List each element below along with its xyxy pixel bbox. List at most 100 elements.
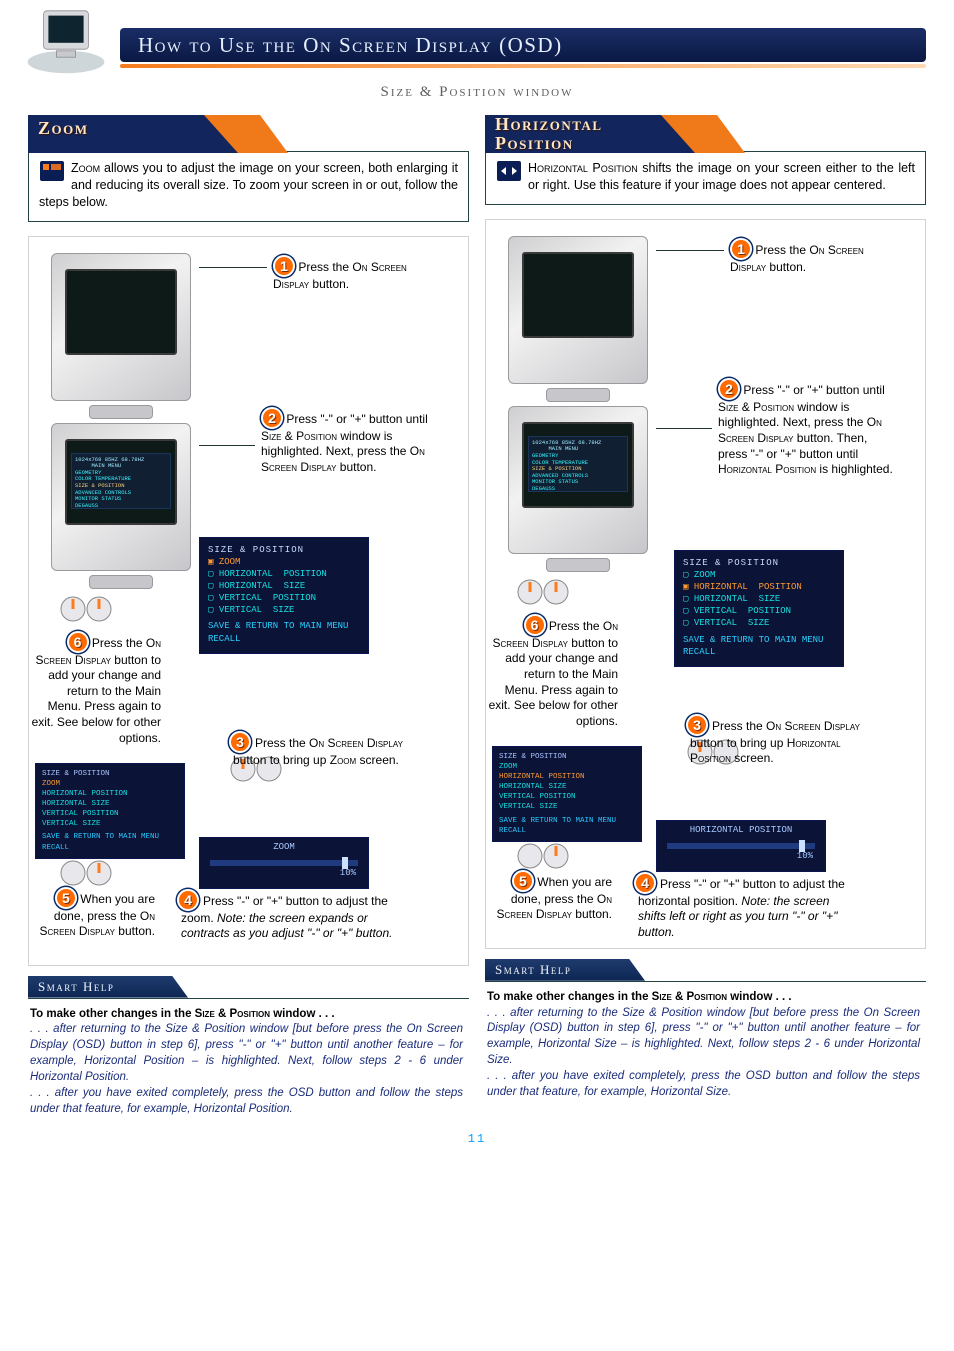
osd-panel-row: ▢ HORIZONTAL POSITION [208, 568, 360, 580]
zoom-smarthelp: Smart Help To make other changes in the … [28, 976, 469, 1124]
osd-panel-footer: SAVE & RETURN TO MAIN MENU [683, 634, 835, 646]
philips-monitor-icon [22, 6, 110, 78]
step-number-icon: 1 [273, 255, 295, 277]
zoom-tab: Zoom [28, 115, 469, 153]
hpos-column: HorizontalPosition Horizontal Position s… [485, 115, 926, 1124]
zoom-tab-label: Zoom [38, 119, 89, 138]
zoom-column: Zoom Zoom allows you to adjust the image… [28, 115, 469, 1124]
step-number-icon: 4 [634, 872, 656, 894]
zoom-flow: 1 Press the On Screen Display button. 10… [28, 236, 469, 966]
hpos-intro-text: Horizontal Position shifts the image on … [528, 161, 915, 192]
mini-menu-row: VERTICAL POSITION [42, 809, 178, 819]
knob-icon [516, 576, 572, 608]
osd-panel-row: ▣ ZOOM [208, 556, 360, 568]
osd-panel-row: ▢ HORIZONTAL SIZE [683, 593, 835, 605]
smarthelp-p2: . . . after you have exited completely, … [487, 1070, 920, 1098]
osd-panel-row: ▢ VERTICAL SIZE [683, 617, 835, 629]
hpos-step5: 5 When you are done, press the On Screen… [492, 870, 612, 923]
osd-panel-row: ▢ VERTICAL SIZE [208, 604, 360, 616]
crt-osd-header: 1024x768 85HZ 68.78HZ MAIN MENU [75, 457, 167, 470]
divider-icon [656, 250, 724, 252]
mini-menu-footer: RECALL [42, 843, 178, 853]
slider-bar-icon [210, 860, 358, 866]
divider-icon [656, 428, 712, 430]
zoom-step4-note: Note: the screen expands or contracts as… [181, 911, 392, 941]
zoom-icon [39, 160, 65, 182]
crt-photo-icon: 1024x768 85HZ 68.78HZ MAIN MENU GEOMETRY… [498, 396, 658, 576]
mini-menu-row: HORIZONTAL POSITION [42, 789, 178, 799]
osd-panel-row: ▢ VERTICAL POSITION [208, 592, 360, 604]
step-number-icon: 6 [524, 614, 546, 636]
mini-menu-row: VERTICAL SIZE [499, 802, 635, 812]
mini-menu-title: SIZE & POSITION [42, 769, 178, 779]
knob-icon [59, 857, 115, 889]
step-number-icon: 2 [718, 378, 740, 400]
page-number: 11 [28, 1132, 926, 1146]
step-number-icon: 5 [55, 887, 77, 909]
hpos-mini-menu: SIZE & POSITION ZOOM HORIZONTAL POSITION… [492, 746, 642, 842]
crt-photo-icon: 1024x768 85HZ 68.78HZ MAIN MENU GEOMETRY… [41, 413, 201, 593]
mini-menu-row: HORIZONTAL SIZE [499, 782, 635, 792]
crt-osd-overlay: 1024x768 85HZ 68.78HZ MAIN MENU GEOMETRY… [528, 436, 628, 492]
divider-icon [199, 267, 267, 269]
step-number-icon: 3 [686, 714, 708, 736]
osd-panel-title: SIZE & POSITION [208, 544, 360, 556]
crt-osd-overlay: 1024x768 85HZ 68.78HZ MAIN MENU GEOMETRY… [71, 453, 171, 509]
zoom-step1: 1 Press the On Screen Display button. [273, 255, 423, 293]
crt-photo-icon [41, 243, 201, 423]
top-banner: How to Use the On Screen Display (OSD) [28, 14, 926, 74]
mini-menu-row: ZOOM [499, 762, 635, 772]
zoom-slider-panel: ZOOM 10% [199, 837, 369, 889]
osd-panel-row: ▣ HORIZONTAL POSITION [683, 581, 835, 593]
hpos-smarthelp: Smart Help To make other changes in the … [485, 959, 926, 1107]
mini-menu-footer: RECALL [499, 826, 635, 836]
knob-icon [516, 840, 572, 872]
osd-panel-row: ▢ ZOOM [683, 569, 835, 581]
osd-panel-row: ▢ VERTICAL POSITION [683, 605, 835, 617]
hpos-slider-panel: HORIZONTAL POSITION 10% [656, 820, 826, 872]
hpos-step1: 1 Press the On Screen Display button. [730, 238, 880, 276]
smarthelp-heading: To make other changes in the Size & Posi… [30, 1008, 335, 1020]
zoom-step6: 6 Press the On Screen Display button to … [31, 631, 161, 747]
hpos-tab: HorizontalPosition [485, 115, 926, 153]
smarthelp-label: Smart Help [28, 976, 188, 998]
smarthelp-p2: . . . after you have exited completely, … [30, 1087, 463, 1115]
hpos-step4-note: Note: the screen shifts left or right as… [638, 894, 837, 939]
banner-underline [120, 64, 926, 68]
hpos-intro: Horizontal Position shifts the image on … [485, 151, 926, 205]
slider-bar-icon [667, 843, 815, 849]
zoom-step3: 3Press the On Screen Display button to b… [255, 731, 425, 769]
crt-osd-header: 1024x768 85HZ 68.78HZ MAIN MENU [532, 440, 624, 453]
zoom-step2: 2 Press "-" or "+" button until Size & P… [261, 407, 431, 476]
columns: Zoom Zoom allows you to adjust the image… [28, 115, 926, 1124]
mini-menu-row: HORIZONTAL POSITION [499, 772, 635, 782]
mini-menu-footer: SAVE & RETURN TO MAIN MENU [499, 816, 635, 826]
hpos-osd-panel: SIZE & POSITION ▢ ZOOM ▣ HORIZONTAL POSI… [674, 550, 844, 667]
crt-photo-icon [498, 226, 658, 406]
page-title: How to Use the On Screen Display (OSD) [120, 28, 926, 62]
hpos-step3: 3Press the On Screen Display button to b… [712, 714, 888, 767]
smarthelp-body: To make other changes in the Size & Posi… [485, 981, 926, 1107]
mini-menu-footer: SAVE & RETURN TO MAIN MENU [42, 832, 178, 842]
subtitle: Size & Position window [28, 84, 926, 101]
smarthelp-label: Smart Help [485, 959, 645, 981]
step-number-icon: 1 [730, 238, 752, 260]
smarthelp-heading: To make other changes in the Size & Posi… [487, 991, 792, 1003]
hpos-tab-label: HorizontalPosition [495, 115, 603, 153]
step-number-icon: 6 [67, 631, 89, 653]
slider-title: HORIZONTAL POSITION [657, 825, 825, 835]
zoom-step4: 4Press "-" or "+" button to adjust the z… [199, 889, 419, 942]
smarthelp-p1: . . . after returning to the Size & Posi… [30, 1023, 463, 1083]
mini-menu-row: VERTICAL SIZE [42, 819, 178, 829]
zoom-intro-text: Zoom allows you to adjust the image on y… [39, 161, 458, 209]
mini-menu-row: ZOOM [42, 779, 178, 789]
step-number-icon: 5 [512, 870, 534, 892]
knob-icon [59, 593, 115, 625]
slider-title: ZOOM [200, 842, 368, 852]
slider-value: 10% [200, 868, 368, 878]
slider-value: 10% [657, 851, 825, 861]
page-root: How to Use the On Screen Display (OSD) S… [0, 0, 954, 1170]
osd-panel-footer: SAVE & RETURN TO MAIN MENU [208, 620, 360, 632]
mini-menu-row: VERTICAL POSITION [499, 792, 635, 802]
step-number-icon: 3 [229, 731, 251, 753]
